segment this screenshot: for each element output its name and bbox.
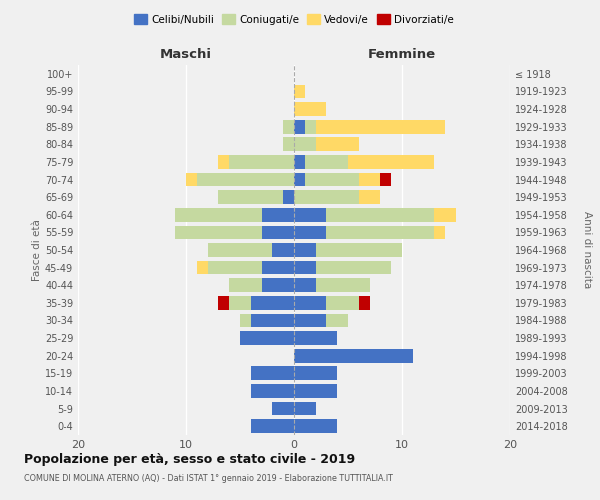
- Bar: [294, 402, 316, 415]
- Bar: [294, 384, 337, 398]
- Bar: [294, 172, 305, 186]
- Bar: [294, 260, 316, 274]
- Y-axis label: Anni di nascita: Anni di nascita: [581, 212, 592, 288]
- Text: COMUNE DI MOLINA ATERNO (AQ) - Dati ISTAT 1° gennaio 2019 - Elaborazione TUTTITA: COMUNE DI MOLINA ATERNO (AQ) - Dati ISTA…: [24, 474, 393, 483]
- Bar: [434, 226, 445, 239]
- Text: Maschi: Maschi: [160, 48, 212, 62]
- Y-axis label: Fasce di età: Fasce di età: [32, 219, 42, 281]
- Bar: [326, 296, 359, 310]
- Bar: [316, 278, 370, 292]
- Bar: [218, 190, 283, 204]
- Bar: [294, 278, 316, 292]
- Bar: [218, 155, 229, 169]
- Bar: [208, 260, 262, 274]
- Bar: [294, 155, 305, 169]
- Bar: [305, 172, 359, 186]
- Bar: [434, 208, 456, 222]
- Bar: [229, 278, 262, 292]
- Bar: [294, 190, 359, 204]
- Bar: [262, 278, 294, 292]
- Bar: [294, 314, 326, 328]
- Bar: [316, 138, 359, 151]
- Bar: [326, 226, 434, 239]
- Bar: [272, 402, 294, 415]
- Bar: [316, 260, 391, 274]
- Bar: [294, 349, 413, 362]
- Bar: [326, 314, 348, 328]
- Bar: [294, 296, 326, 310]
- Bar: [294, 226, 326, 239]
- Bar: [294, 208, 326, 222]
- Bar: [294, 138, 316, 151]
- Bar: [294, 366, 337, 380]
- Bar: [262, 226, 294, 239]
- Bar: [283, 138, 294, 151]
- Bar: [218, 296, 229, 310]
- Bar: [262, 260, 294, 274]
- Bar: [380, 172, 391, 186]
- Bar: [316, 120, 445, 134]
- Bar: [229, 296, 251, 310]
- Bar: [251, 384, 294, 398]
- Bar: [251, 420, 294, 433]
- Bar: [186, 172, 197, 186]
- Bar: [305, 155, 348, 169]
- Bar: [294, 331, 337, 345]
- Bar: [316, 243, 402, 257]
- Bar: [229, 155, 294, 169]
- Bar: [175, 226, 262, 239]
- Legend: Celibi/Nubili, Coniugati/e, Vedovi/e, Divorziati/e: Celibi/Nubili, Coniugati/e, Vedovi/e, Di…: [130, 10, 458, 29]
- Bar: [294, 84, 305, 98]
- Bar: [240, 331, 294, 345]
- Bar: [197, 260, 208, 274]
- Bar: [294, 420, 337, 433]
- Text: Popolazione per età, sesso e stato civile - 2019: Popolazione per età, sesso e stato civil…: [24, 452, 355, 466]
- Bar: [251, 296, 294, 310]
- Bar: [326, 208, 434, 222]
- Bar: [251, 314, 294, 328]
- Bar: [262, 208, 294, 222]
- Bar: [283, 190, 294, 204]
- Bar: [359, 296, 370, 310]
- Bar: [272, 243, 294, 257]
- Bar: [348, 155, 434, 169]
- Bar: [208, 243, 272, 257]
- Bar: [240, 314, 251, 328]
- Bar: [294, 102, 326, 116]
- Text: Femmine: Femmine: [368, 48, 436, 62]
- Bar: [359, 190, 380, 204]
- Bar: [197, 172, 294, 186]
- Bar: [305, 120, 316, 134]
- Bar: [294, 243, 316, 257]
- Bar: [294, 120, 305, 134]
- Bar: [251, 366, 294, 380]
- Bar: [359, 172, 380, 186]
- Bar: [283, 120, 294, 134]
- Bar: [175, 208, 262, 222]
